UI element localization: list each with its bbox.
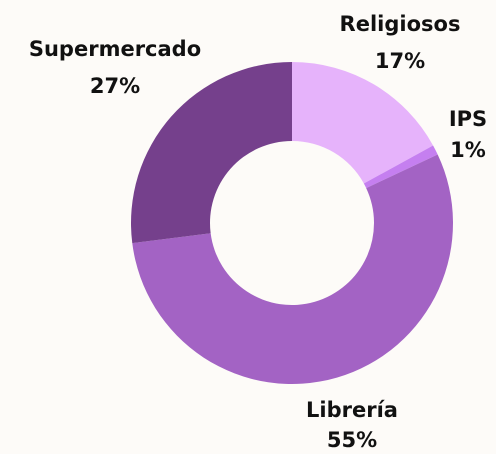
slice-label: IPS	[449, 107, 487, 131]
donut-slice	[132, 154, 453, 384]
donut-slice	[292, 62, 434, 184]
slice-label: Librería	[306, 398, 398, 422]
slice-label: Religiosos	[340, 12, 461, 36]
slice-value-label: 17%	[375, 49, 425, 73]
donut-slice	[131, 62, 292, 244]
slice-value-label: 27%	[90, 74, 140, 98]
slice-label: Supermercado	[29, 37, 201, 61]
donut-slice	[363, 145, 438, 189]
slice-value-label: 1%	[450, 138, 486, 162]
slice-value-label: 55%	[327, 428, 377, 452]
